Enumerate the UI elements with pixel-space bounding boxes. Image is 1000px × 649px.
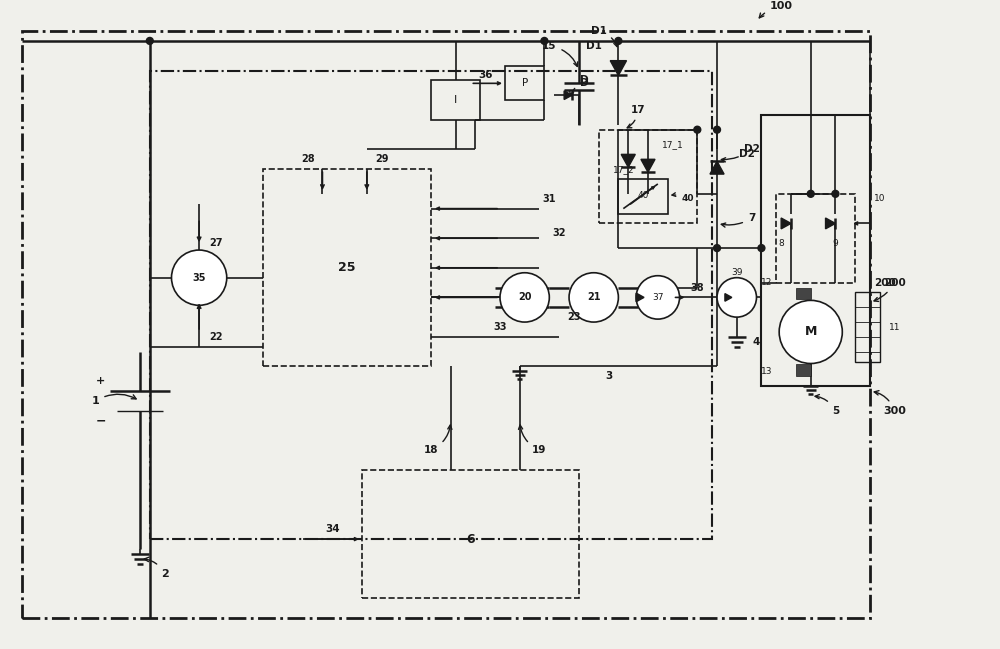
Text: D2: D2: [721, 145, 759, 162]
Text: 9: 9: [833, 239, 838, 248]
Text: 18: 18: [424, 425, 452, 456]
Text: 38: 38: [690, 282, 704, 293]
Polygon shape: [641, 159, 655, 172]
Text: 17: 17: [627, 105, 645, 128]
Circle shape: [717, 278, 756, 317]
Text: D2: D2: [739, 149, 755, 160]
Text: 33: 33: [493, 322, 507, 332]
Text: 17_2: 17_2: [612, 165, 634, 174]
Polygon shape: [826, 218, 835, 229]
Bar: [618, 179, 668, 214]
Text: 3: 3: [605, 371, 612, 382]
Bar: [796, 288, 811, 299]
Text: 2: 2: [144, 557, 168, 579]
Text: +: +: [96, 376, 105, 386]
Text: 40: 40: [637, 191, 649, 201]
Text: 20: 20: [518, 293, 531, 302]
Text: −: −: [95, 414, 106, 427]
Text: 1: 1: [92, 394, 136, 406]
Text: 200: 200: [874, 278, 905, 301]
Text: 300: 300: [874, 391, 906, 416]
Circle shape: [714, 127, 720, 133]
Text: 10: 10: [874, 194, 886, 203]
Circle shape: [636, 276, 680, 319]
Bar: [22, 31, 870, 618]
Polygon shape: [621, 154, 635, 167]
Text: 4: 4: [753, 337, 760, 347]
Bar: [150, 71, 712, 539]
Text: 6: 6: [466, 533, 475, 546]
Text: P: P: [522, 79, 528, 88]
Text: 34: 34: [325, 524, 340, 534]
Text: 8: 8: [778, 239, 784, 248]
Text: 5: 5: [815, 395, 839, 416]
Text: 15: 15: [542, 41, 578, 66]
Bar: [505, 66, 544, 100]
Polygon shape: [610, 60, 627, 75]
Bar: [855, 293, 880, 361]
Circle shape: [758, 245, 765, 252]
Circle shape: [807, 190, 814, 197]
Bar: [761, 115, 870, 386]
Polygon shape: [781, 218, 791, 229]
Circle shape: [171, 250, 227, 305]
Text: 12: 12: [761, 278, 772, 287]
Bar: [362, 470, 579, 598]
Circle shape: [714, 245, 720, 252]
Text: 25: 25: [338, 262, 356, 275]
Text: 17_1: 17_1: [662, 140, 684, 149]
Text: D1: D1: [586, 41, 602, 51]
Text: 28: 28: [301, 154, 314, 164]
Text: 7: 7: [721, 214, 755, 227]
Circle shape: [146, 38, 153, 44]
Bar: [263, 169, 431, 367]
Text: 21: 21: [587, 293, 600, 302]
Circle shape: [569, 273, 618, 322]
Text: 39: 39: [731, 268, 743, 277]
Circle shape: [779, 300, 842, 363]
Bar: [776, 194, 855, 282]
Text: I: I: [454, 95, 457, 105]
Text: 27: 27: [209, 238, 223, 248]
Bar: [796, 365, 811, 376]
Bar: [599, 130, 697, 223]
Polygon shape: [564, 91, 572, 99]
Circle shape: [500, 273, 549, 322]
Text: M: M: [805, 325, 817, 338]
Text: 13: 13: [761, 367, 772, 376]
Text: 22: 22: [209, 332, 223, 342]
Circle shape: [615, 38, 622, 44]
Text: 29: 29: [375, 154, 388, 164]
Text: D: D: [570, 79, 588, 96]
Circle shape: [541, 38, 548, 44]
Text: 23: 23: [567, 312, 581, 322]
Text: 200: 200: [874, 278, 896, 288]
Text: 36: 36: [478, 71, 492, 80]
Circle shape: [694, 127, 701, 133]
Text: 32: 32: [552, 228, 566, 238]
Text: 100: 100: [759, 1, 793, 18]
Polygon shape: [725, 293, 732, 301]
Text: 37: 37: [652, 293, 664, 302]
Text: 11: 11: [889, 323, 900, 332]
Text: 35: 35: [192, 273, 206, 283]
Bar: [431, 80, 480, 120]
Text: D1: D1: [591, 26, 618, 47]
Text: D: D: [580, 75, 588, 86]
Polygon shape: [710, 161, 724, 174]
Polygon shape: [636, 293, 644, 302]
Circle shape: [832, 190, 839, 197]
Text: 19: 19: [519, 425, 547, 456]
Text: 40: 40: [672, 193, 694, 203]
Text: 31: 31: [543, 194, 556, 204]
